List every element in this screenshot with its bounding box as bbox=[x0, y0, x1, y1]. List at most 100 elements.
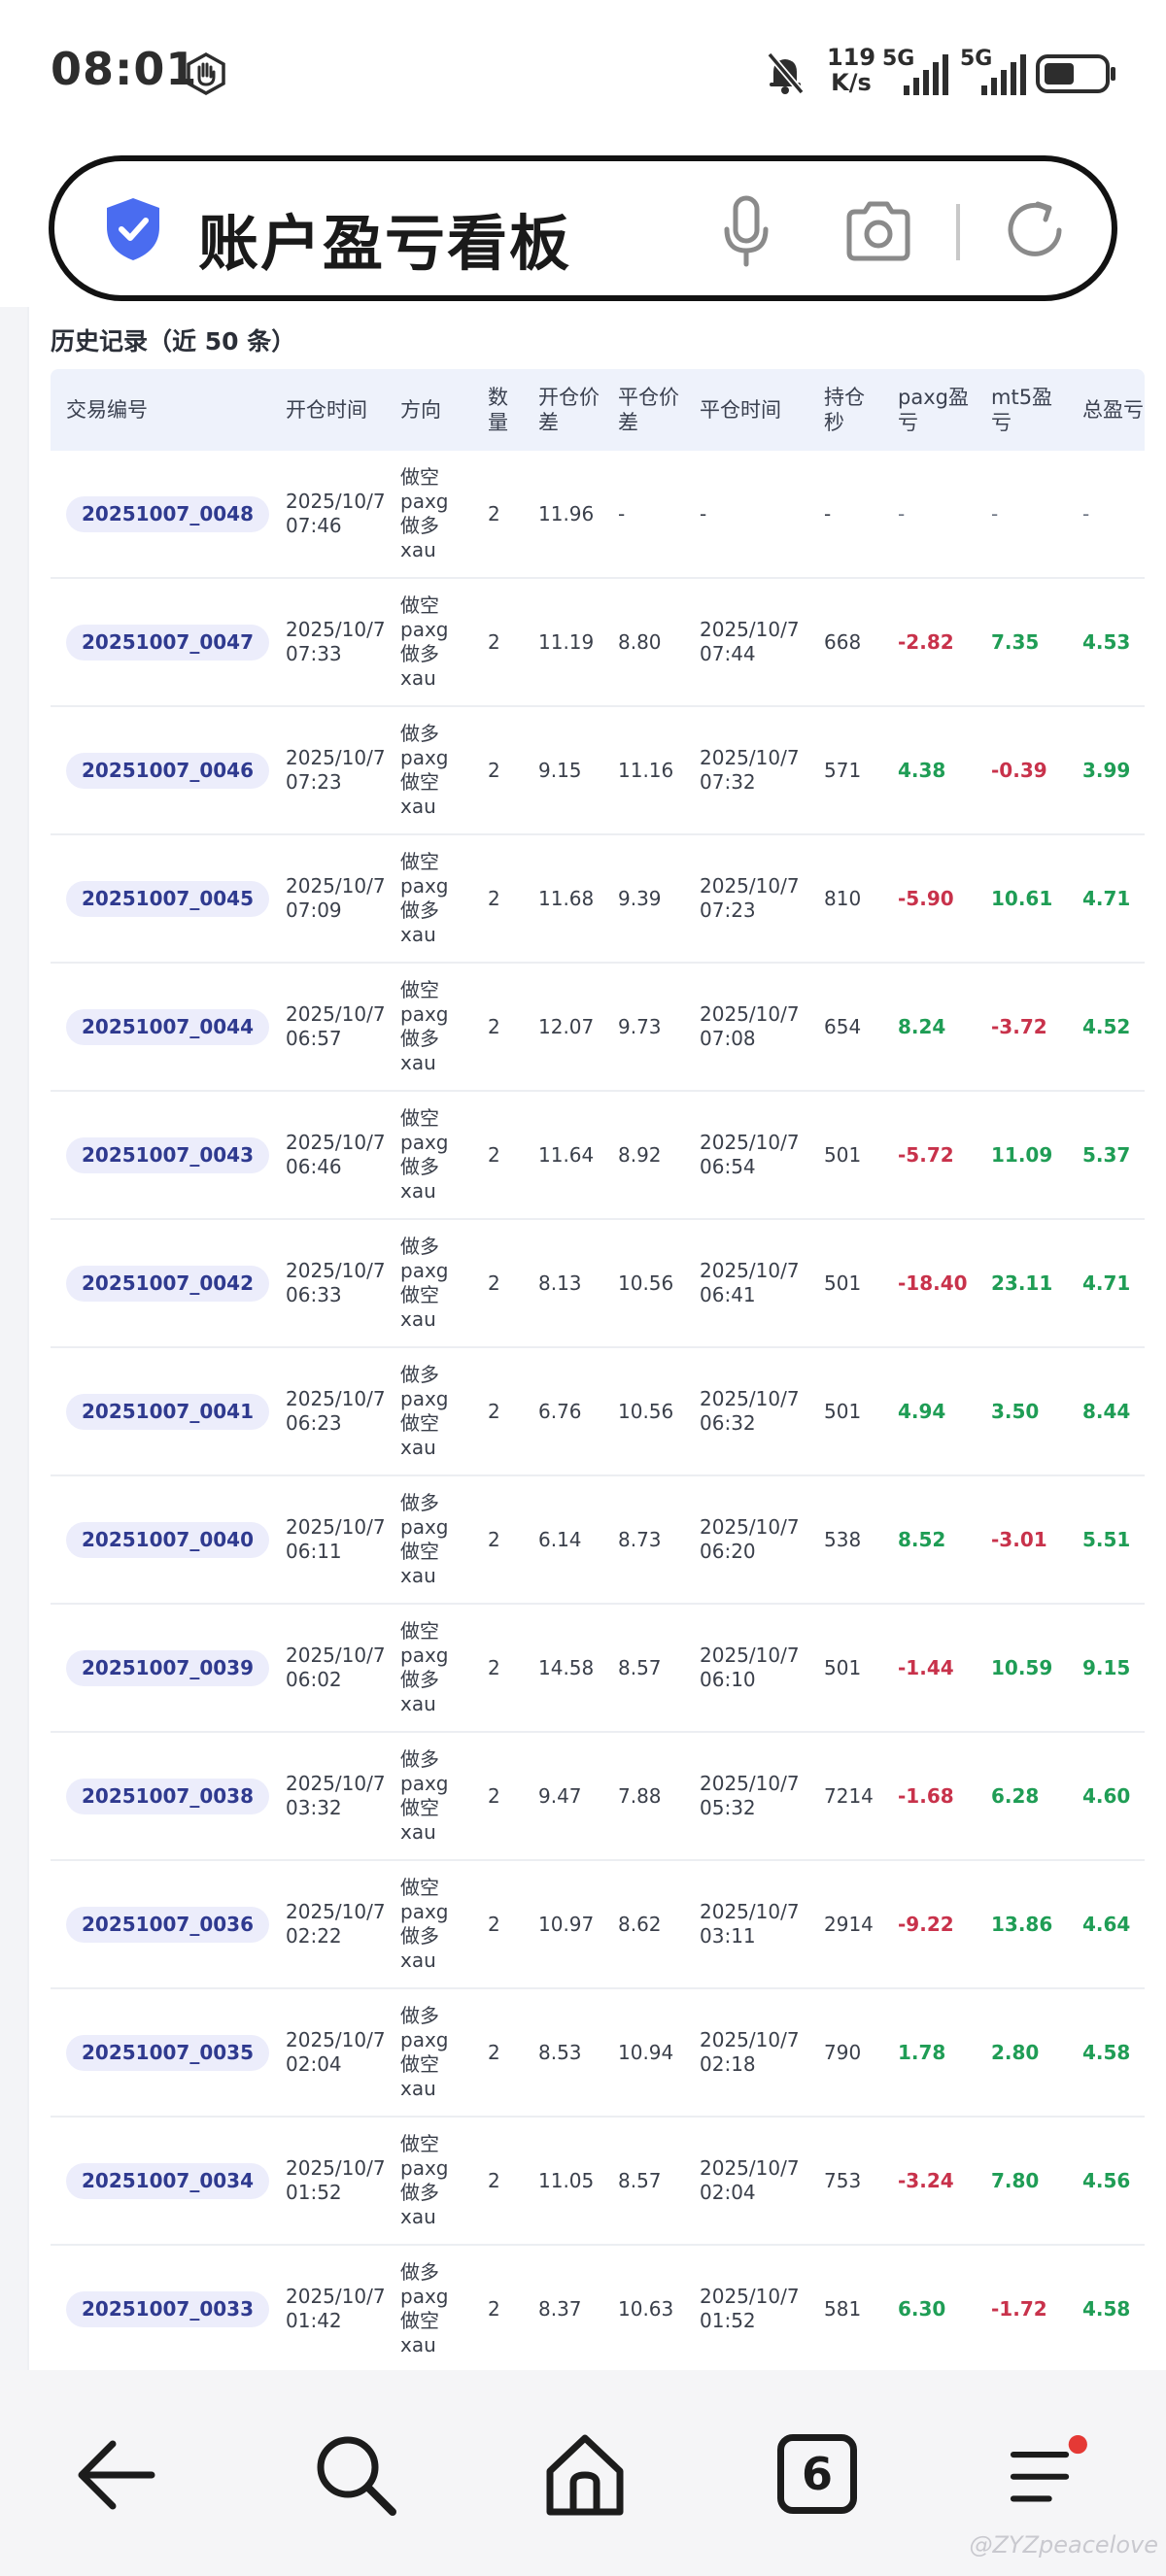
refresh-icon[interactable] bbox=[1001, 196, 1069, 264]
col-header-qty[interactable]: 数量 bbox=[488, 386, 508, 434]
trade-id-badge[interactable]: 20251007_0048 bbox=[66, 495, 269, 532]
col-header-open-spread[interactable]: 开仓价差 bbox=[538, 386, 600, 434]
trade-id-cell: 20251007_0036 bbox=[51, 1906, 270, 1943]
trade-id-badge[interactable]: 20251007_0043 bbox=[66, 1136, 269, 1173]
col-header-hold-seconds[interactable]: 持仓秒 bbox=[824, 386, 865, 434]
open-clock: 07:09 bbox=[286, 898, 342, 922]
open-spread-cell: 12.07 bbox=[538, 1014, 595, 1038]
trade-id-badge[interactable]: 20251007_0040 bbox=[66, 1521, 269, 1558]
open-date: 2025/10/7 bbox=[286, 2156, 386, 2180]
table-row[interactable]: 20251007_0044 2025/10/7 06:57 做空 paxg 做多 xau 2 1… bbox=[51, 964, 1145, 1092]
trade-id-badge[interactable]: 20251007_0034 bbox=[66, 2162, 269, 2199]
close-date: 2025/10/7 bbox=[700, 1131, 800, 1154]
microphone-icon[interactable] bbox=[717, 194, 775, 270]
total-pnl-cell: 9.15 bbox=[1082, 1655, 1131, 1679]
trade-id-badge[interactable]: 20251007_0039 bbox=[66, 1649, 269, 1686]
direction-line: paxg bbox=[400, 1515, 449, 1539]
paxg-pnl-cell: 4.94 bbox=[898, 1399, 946, 1423]
mt5-pnl-cell: 11.09 bbox=[991, 1142, 1053, 1167]
trade-id-badge[interactable]: 20251007_0044 bbox=[66, 1008, 269, 1045]
table-row[interactable]: 20251007_0033 2025/10/7 01:42 做多 paxg 做空 xau 2 8… bbox=[51, 2246, 1145, 2370]
close-clock: 06:32 bbox=[700, 1411, 756, 1435]
trade-id-badge[interactable]: 20251007_0033 bbox=[66, 2290, 269, 2327]
table-row[interactable]: 20251007_0046 2025/10/7 07:23 做多 paxg 做空 xau 2 9… bbox=[51, 707, 1145, 835]
col-header-close-spread[interactable]: 平仓价差 bbox=[618, 386, 679, 434]
table-row[interactable]: 20251007_0039 2025/10/7 06:02 做空 paxg 做多 xau 2 1… bbox=[51, 1605, 1145, 1733]
tabs-button[interactable]: 6 bbox=[777, 2434, 857, 2514]
qty-cell: 2 bbox=[488, 1142, 500, 1167]
direction-line: xau bbox=[400, 923, 436, 946]
trade-id-badge[interactable]: 20251007_0047 bbox=[66, 624, 269, 661]
direction-cell: 做空 paxg 做多 xau bbox=[396, 465, 472, 562]
table-row[interactable]: 20251007_0034 2025/10/7 01:52 做空 paxg 做多 xau 2 1… bbox=[51, 2118, 1145, 2246]
table-row[interactable]: 20251007_0040 2025/10/7 06:11 做多 paxg 做空 xau 2 6… bbox=[51, 1476, 1145, 1605]
open-clock: 03:32 bbox=[286, 1796, 342, 1819]
col-header-paxg-pnl[interactable]: paxg盈亏 bbox=[898, 386, 969, 434]
qty-cell: 2 bbox=[488, 758, 500, 782]
close-time-cell: 2025/10/7 06:10 bbox=[684, 1644, 808, 1692]
col-header-direction[interactable]: 方向 bbox=[400, 398, 441, 422]
open-spread-cell: 11.05 bbox=[538, 2168, 595, 2192]
table-row[interactable]: 20251007_0035 2025/10/7 02:04 做多 paxg 做空 xau 2 8… bbox=[51, 1989, 1145, 2118]
direction-cell: 做空 paxg 做多 xau bbox=[396, 1619, 472, 1716]
direction-line: xau bbox=[400, 1692, 436, 1715]
close-spread-cell: 8.57 bbox=[618, 1655, 662, 1679]
table-row[interactable]: 20251007_0043 2025/10/7 06:46 做空 paxg 做多 xau 2 1… bbox=[51, 1092, 1145, 1220]
col-header-id[interactable]: 交易编号 bbox=[66, 398, 148, 422]
trade-id-badge[interactable]: 20251007_0046 bbox=[66, 752, 269, 789]
address-bar[interactable]: 账户盈亏看板 bbox=[49, 155, 1117, 301]
table-row[interactable]: 20251007_0045 2025/10/7 07:09 做空 paxg 做多 xau 2 1… bbox=[51, 835, 1145, 964]
open-spread-cell: 6.14 bbox=[538, 1527, 582, 1551]
close-time-cell: 2025/10/7 05:32 bbox=[684, 1772, 808, 1820]
search-icon[interactable] bbox=[309, 2428, 402, 2522]
watermark-text: @ZYZpeacelove bbox=[969, 2531, 1158, 2559]
col-header-mt5-pnl[interactable]: mt5盈亏 bbox=[991, 386, 1053, 434]
table-row[interactable]: 20251007_0038 2025/10/7 03:32 做多 paxg 做空 xau 2 9… bbox=[51, 1733, 1145, 1861]
table-row[interactable]: 20251007_0041 2025/10/7 06:23 做多 paxg 做空 xau 2 6… bbox=[51, 1348, 1145, 1476]
history-panel: 历史记录（近 50 条） 交易编号 开仓时间 方向 数量 开仓价差 平仓价差 平… bbox=[27, 307, 1166, 2370]
direction-line: 做空 bbox=[400, 1283, 439, 1306]
qty-cell: 2 bbox=[488, 2296, 500, 2321]
table-row[interactable]: 20251007_0036 2025/10/7 02:22 做空 paxg 做多 xau 2 1… bbox=[51, 1861, 1145, 1989]
table-row[interactable]: 20251007_0048 2025/10/7 07:46 做空 paxg 做多 xau 2 1… bbox=[51, 451, 1145, 579]
col-header-close-time[interactable]: 平仓时间 bbox=[700, 398, 781, 422]
col-header-total-pnl[interactable]: 总盈亏 bbox=[1082, 398, 1144, 422]
table-row[interactable]: 20251007_0042 2025/10/7 06:33 做多 paxg 做空 xau 2 8… bbox=[51, 1220, 1145, 1348]
back-icon[interactable] bbox=[70, 2428, 163, 2522]
trade-id-badge[interactable]: 20251007_0038 bbox=[66, 1778, 269, 1814]
network-speed-value: 119 bbox=[826, 44, 876, 71]
close-date: 2025/10/7 bbox=[700, 1259, 800, 1282]
open-spread-cell: 9.15 bbox=[538, 758, 582, 782]
trade-id-badge[interactable]: 20251007_0035 bbox=[66, 2034, 269, 2071]
open-clock: 07:33 bbox=[286, 642, 342, 665]
direction-cell: 做空 paxg 做多 xau bbox=[396, 978, 472, 1075]
paxg-pnl-cell: 8.24 bbox=[898, 1014, 946, 1038]
open-date: 2025/10/7 bbox=[286, 1131, 386, 1154]
trade-id-badge[interactable]: 20251007_0045 bbox=[66, 880, 269, 917]
qty-cell: 2 bbox=[488, 886, 500, 910]
hold-seconds-cell: 538 bbox=[824, 1527, 862, 1551]
col-header-open-time[interactable]: 开仓时间 bbox=[286, 398, 367, 422]
open-spread-cell: 11.96 bbox=[538, 501, 595, 525]
trade-id-badge[interactable]: 20251007_0036 bbox=[66, 1906, 269, 1943]
close-time-cell: 2025/10/7 07:44 bbox=[684, 618, 808, 666]
open-clock: 06:11 bbox=[286, 1540, 342, 1563]
hold-seconds-cell: 790 bbox=[824, 2040, 862, 2064]
trade-id-cell: 20251007_0034 bbox=[51, 2162, 270, 2199]
camera-icon[interactable] bbox=[843, 200, 913, 262]
home-icon[interactable] bbox=[538, 2428, 632, 2522]
total-pnl-cell: 4.53 bbox=[1082, 629, 1131, 654]
paxg-pnl-cell: -18.40 bbox=[898, 1271, 968, 1295]
trade-id-badge[interactable]: 20251007_0042 bbox=[66, 1265, 269, 1302]
hold-seconds-cell: 501 bbox=[824, 1399, 862, 1423]
mt5-pnl-cell: 23.11 bbox=[991, 1271, 1053, 1295]
trade-id-cell: 20251007_0041 bbox=[51, 1393, 270, 1430]
trade-id-badge[interactable]: 20251007_0041 bbox=[66, 1393, 269, 1430]
open-clock: 01:52 bbox=[286, 2181, 342, 2204]
direction-line: 做空 bbox=[400, 1796, 439, 1819]
table-row[interactable]: 20251007_0047 2025/10/7 07:33 做空 paxg 做多 xau 2 1… bbox=[51, 579, 1145, 707]
open-date: 2025/10/7 bbox=[286, 1259, 386, 1282]
menu-icon[interactable] bbox=[1007, 2428, 1100, 2522]
mt5-pnl-cell: 10.59 bbox=[991, 1655, 1053, 1679]
direction-line: 做多 bbox=[400, 1668, 439, 1691]
